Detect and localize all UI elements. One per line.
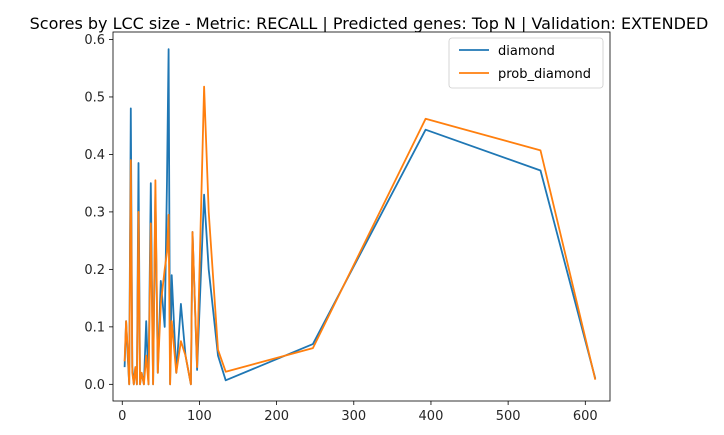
x-tick-label: 600 xyxy=(573,409,598,424)
legend: diamond prob_diamond xyxy=(448,37,604,89)
y-tick-label: 0.5 xyxy=(84,90,105,105)
legend-label-diamond: diamond xyxy=(498,44,555,59)
chart-title: Scores by LCC size - Metric: RECALL | Pr… xyxy=(30,14,709,33)
x-tick-label: 200 xyxy=(264,409,289,424)
y-tick-label: 0.3 xyxy=(84,205,105,220)
series-line-prob-diamond xyxy=(123,85,597,386)
y-tick-label: 0.2 xyxy=(84,263,105,278)
x-tick-label: 0 xyxy=(118,409,126,424)
y-tick-label: 0.0 xyxy=(84,378,105,393)
y-tick-label: 0.6 xyxy=(84,33,105,48)
x-tick-label: 300 xyxy=(341,409,366,424)
series-layer xyxy=(123,48,597,386)
y-tick-label: 0.4 xyxy=(84,148,105,163)
axes-layer: 0 100 200 300 400 500 600 0.0 0.1 0.2 0.3 0.4 0.5 0.6 xyxy=(84,31,611,424)
x-tick-label: 500 xyxy=(496,409,521,424)
plot-frame xyxy=(112,31,611,402)
y-tick-label: 0.1 xyxy=(84,320,105,335)
legend-label-prob-diamond: prob_diamond xyxy=(498,67,591,82)
x-tick-label: 100 xyxy=(187,409,212,424)
x-tick-label: 400 xyxy=(419,409,444,424)
